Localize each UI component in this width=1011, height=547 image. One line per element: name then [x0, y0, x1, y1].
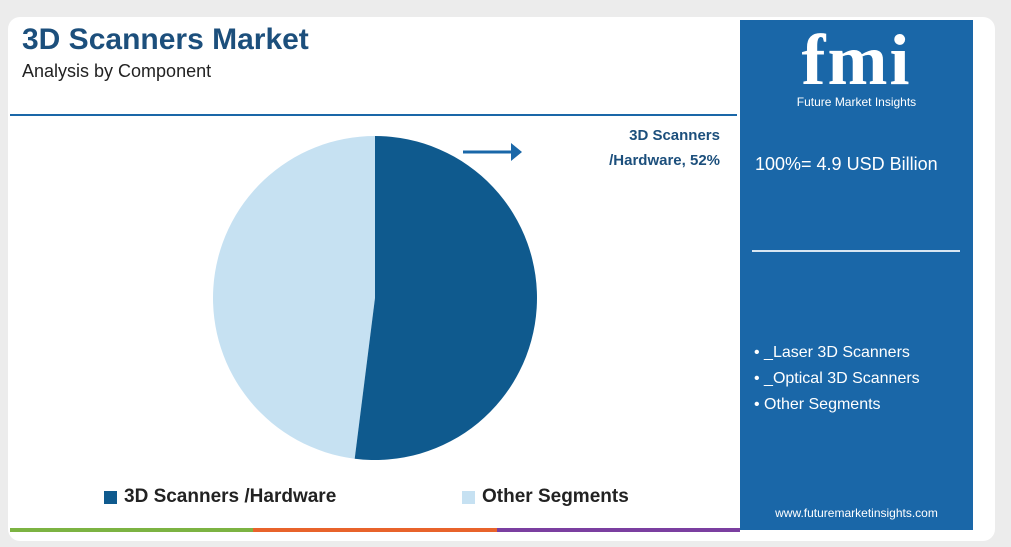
divider — [10, 114, 737, 116]
chart — [212, 136, 537, 460]
divider — [752, 250, 960, 252]
legend-label: Other Segments — [482, 486, 629, 507]
arrow-head — [511, 143, 522, 161]
sidebar: fmi Future Market Insights 100%= 4.9 USD… — [740, 20, 973, 530]
annotation: 3D Scanners /Hardware, 52% — [609, 127, 720, 169]
list-item: • _Laser 3D Scanners — [754, 344, 910, 361]
segment-list: • _Laser 3D Scanners • _Optical 3D Scann… — [754, 340, 920, 418]
strip — [253, 528, 497, 532]
item-text: _Laser 3D Scanners — [764, 344, 910, 361]
legend-swatch — [462, 490, 475, 504]
list-item: • Other Segments — [754, 396, 881, 413]
strip — [496, 528, 740, 532]
item-text: _Optical 3D Scanners — [764, 370, 920, 387]
logo-caption: Future Market Insights — [796, 95, 917, 109]
pie-slice — [212, 136, 375, 459]
list-item: • _Optical 3D Scanners — [754, 370, 920, 387]
legend-item: 3D Scanners /Hardware — [104, 486, 336, 508]
pie-slice — [354, 136, 537, 460]
legend-label: 3D Scanners /Hardware — [124, 486, 337, 507]
website: www.futuremarketinsights.com — [775, 506, 938, 520]
total: 100%= 4.9 USD Billion — [755, 154, 938, 174]
strip — [10, 528, 254, 532]
card: 3D Scanners Market Analysis by Component… — [8, 17, 995, 541]
legend-item: Other Segments — [462, 486, 629, 508]
item-text: Other Segments — [764, 396, 881, 413]
legend-swatch — [104, 490, 117, 504]
chart-title: 3D Scanners Market — [22, 23, 309, 56]
logo: fmi — [801, 20, 912, 100]
chart-subtitle: Analysis by Component — [22, 61, 212, 81]
color-strip — [10, 528, 740, 532]
